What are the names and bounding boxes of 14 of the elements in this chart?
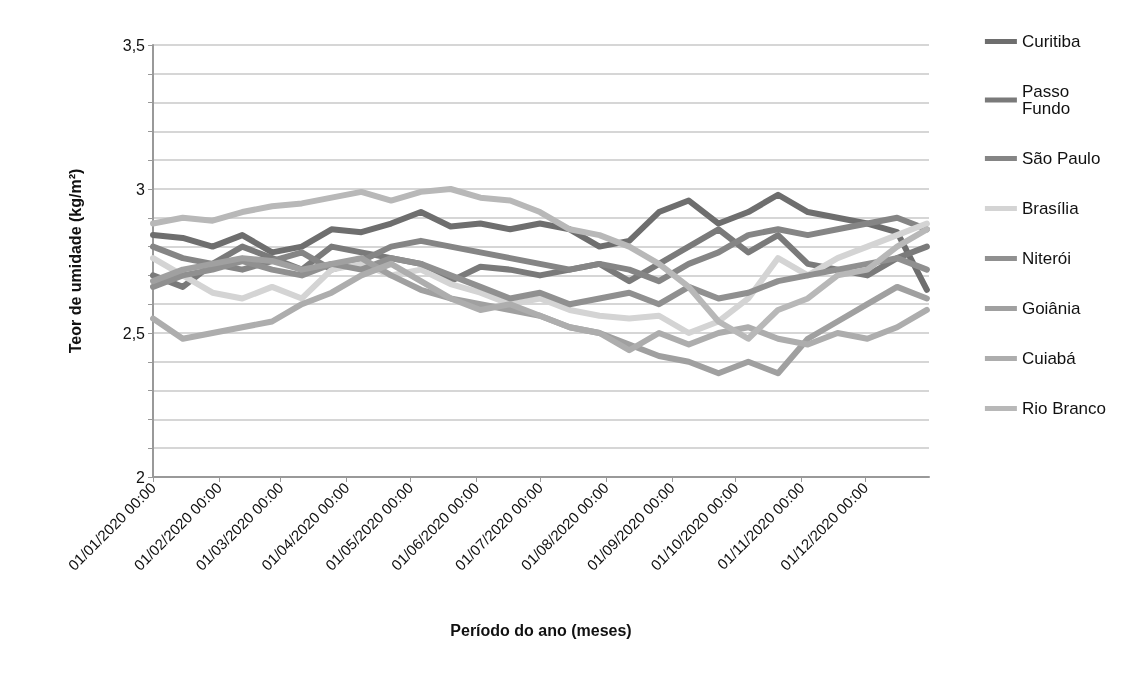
x-axis-title: Período do ano (meses) (450, 621, 632, 639)
legend-label: Goiânia (1021, 299, 1082, 318)
legend-label: Curitiba (1021, 32, 1082, 51)
legend-label: Brasília (1021, 199, 1080, 218)
y-tick-label: 3,5 (122, 36, 146, 54)
y-tick-label: 2,5 (122, 324, 146, 342)
legend-label: Rio Branco (1021, 399, 1107, 418)
legend-label: Cuiabá (1021, 349, 1077, 368)
legend-label: Niterói (1021, 249, 1072, 268)
y-tick-label: 3 (136, 180, 146, 198)
legend-label: São Paulo (1021, 149, 1101, 168)
legend-label: Passo Fundo (1021, 82, 1074, 118)
y-tick-label: 2 (136, 468, 146, 486)
y-axis-title: Teor de umidade (kg/m²) (66, 168, 84, 354)
